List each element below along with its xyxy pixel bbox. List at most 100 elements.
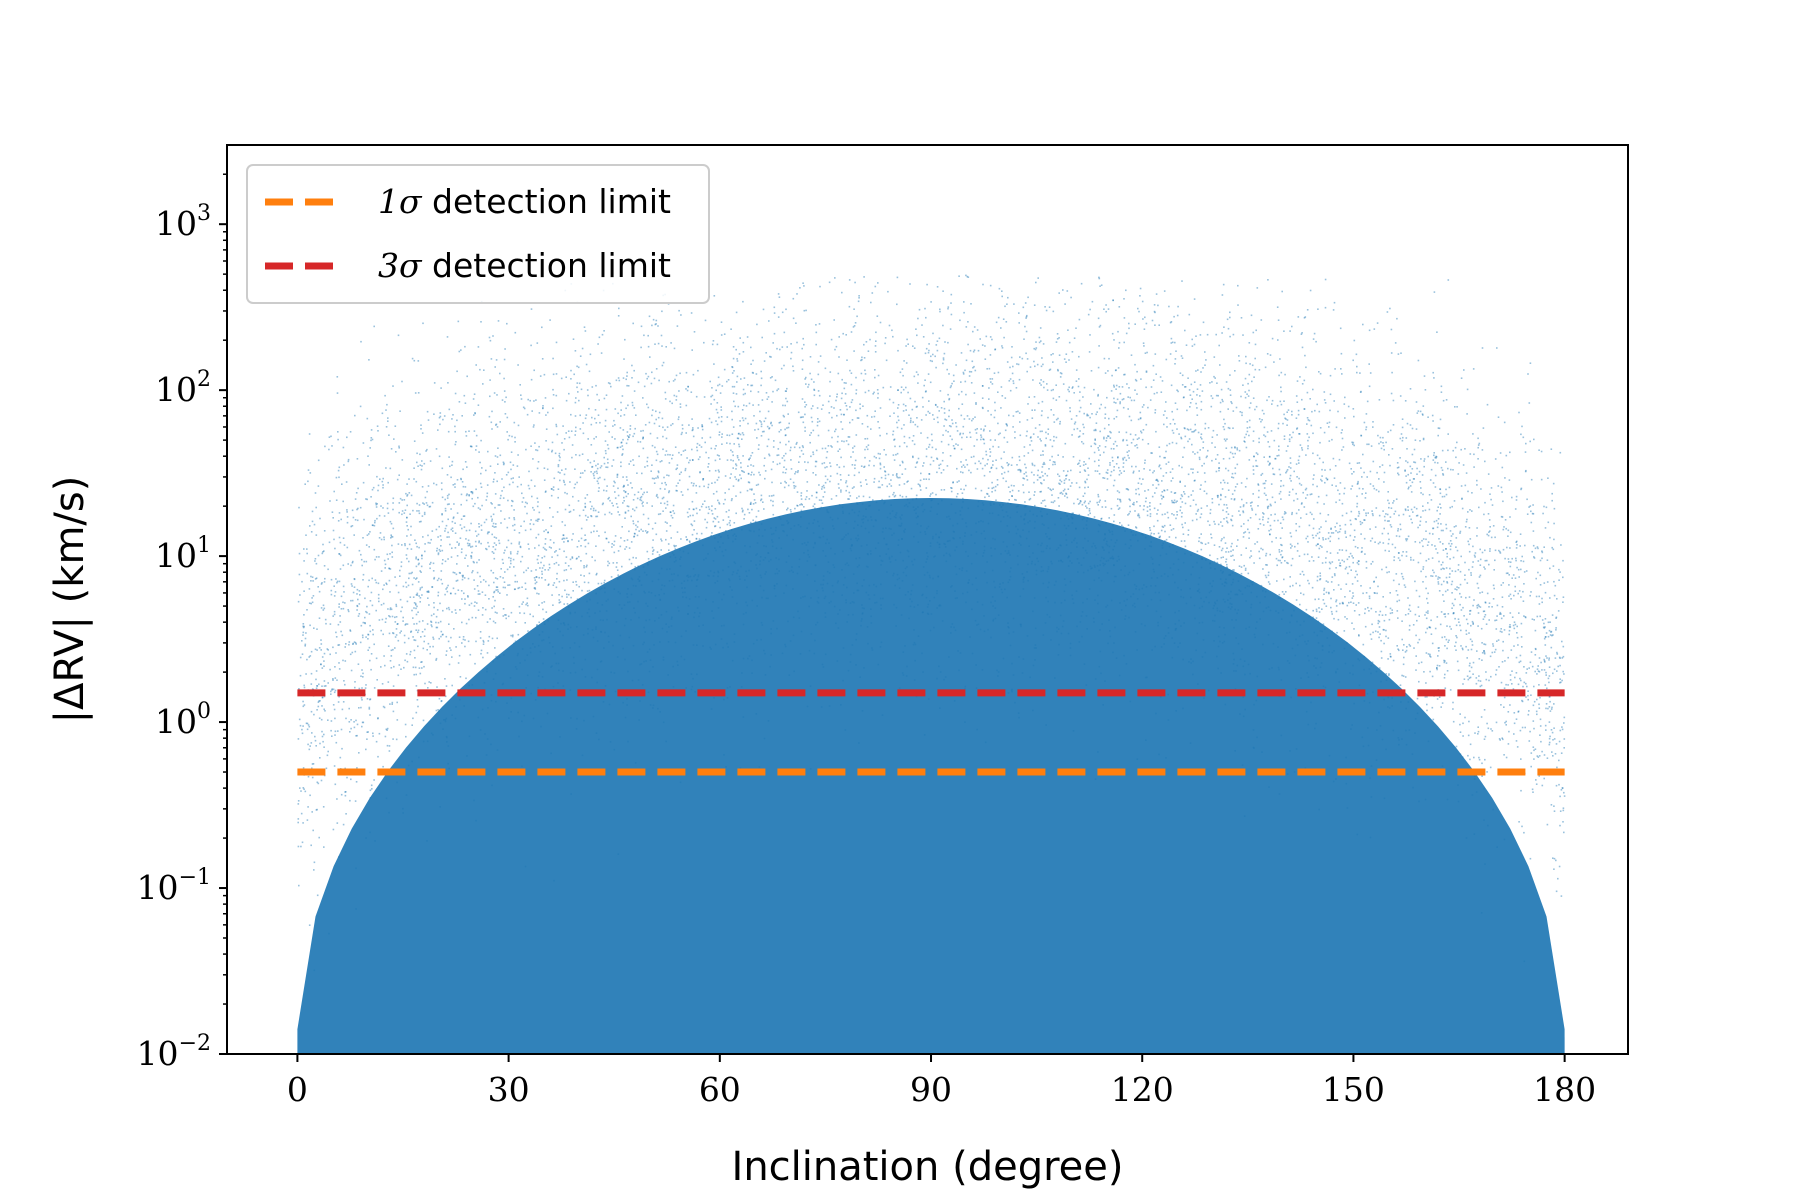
- scatter-point: [1223, 326, 1225, 328]
- scatter-point: [943, 400, 945, 403]
- scatter-point: [786, 508, 788, 511]
- scatter-point: [1520, 758, 1522, 760]
- scatter-point: [497, 463, 499, 465]
- scatter-point: [1087, 540, 1089, 542]
- scatter-point: [1200, 597, 1202, 600]
- scatter-point: [1427, 541, 1430, 543]
- scatter-point: [535, 569, 537, 571]
- scatter-point: [898, 524, 900, 527]
- scatter-point: [1099, 564, 1101, 566]
- scatter-point: [1249, 672, 1251, 675]
- scatter-point: [812, 505, 815, 508]
- scatter-point: [738, 443, 740, 446]
- scatter-point: [1509, 679, 1512, 681]
- scatter-point: [1427, 740, 1430, 743]
- scatter-point: [1328, 651, 1330, 653]
- scatter-point: [860, 624, 862, 627]
- scatter-point: [855, 392, 857, 395]
- scatter-point: [909, 421, 912, 424]
- scatter-point: [496, 612, 498, 614]
- scatter-point: [1095, 429, 1097, 432]
- scatter-point: [575, 580, 577, 583]
- scatter-point: [1267, 606, 1270, 608]
- scatter-point: [401, 513, 403, 516]
- scatter-point: [1034, 427, 1037, 429]
- scatter-point: [1135, 585, 1138, 588]
- scatter-point: [414, 602, 417, 605]
- scatter-point: [675, 399, 678, 401]
- scatter-point: [372, 524, 374, 527]
- scatter-point: [1167, 627, 1170, 629]
- scatter-point: [536, 625, 538, 627]
- scatter-point: [1561, 657, 1564, 659]
- scatter-point: [1560, 681, 1562, 684]
- scatter-point: [559, 472, 561, 474]
- scatter-point: [1296, 428, 1298, 430]
- scatter-point: [1437, 647, 1440, 649]
- scatter-point: [1034, 659, 1036, 661]
- scatter-point: [892, 335, 894, 338]
- scatter-point: [692, 514, 694, 517]
- scatter-point: [1188, 438, 1191, 440]
- scatter-point: [677, 574, 679, 577]
- scatter-point: [777, 316, 780, 318]
- scatter-point: [654, 620, 656, 622]
- scatter-point: [319, 700, 321, 702]
- scatter-point: [1071, 598, 1074, 600]
- scatter-point: [1196, 407, 1198, 409]
- scatter-point: [483, 682, 486, 684]
- scatter-point: [1011, 456, 1014, 459]
- scatter-point: [658, 617, 660, 619]
- scatter-point: [1218, 462, 1220, 464]
- scatter-point: [559, 456, 561, 459]
- scatter-point: [447, 762, 449, 765]
- scatter-point: [1037, 402, 1040, 405]
- scatter-point: [370, 496, 372, 498]
- scatter-point: [594, 612, 596, 614]
- scatter-point: [1278, 445, 1280, 448]
- scatter-point: [1300, 503, 1303, 505]
- scatter-point: [1136, 446, 1139, 449]
- scatter-point: [365, 748, 367, 751]
- scatter-point: [902, 410, 905, 412]
- scatter-point: [1216, 607, 1219, 610]
- scatter-point: [1063, 488, 1066, 491]
- scatter-point: [598, 336, 601, 339]
- scatter-point: [593, 471, 596, 473]
- scatter-point: [417, 705, 419, 708]
- scatter-point: [1243, 660, 1246, 662]
- scatter-point: [918, 308, 921, 311]
- scatter-point: [1024, 463, 1026, 466]
- scatter-point: [1056, 626, 1058, 629]
- scatter-point: [968, 579, 970, 581]
- scatter-point: [1266, 399, 1268, 402]
- scatter-point: [426, 590, 428, 593]
- scatter-point: [1476, 607, 1479, 609]
- scatter-point: [584, 497, 587, 499]
- scatter-point: [1306, 672, 1308, 674]
- scatter-point: [936, 607, 938, 609]
- scatter-point: [560, 622, 562, 625]
- scatter-point: [1447, 279, 1450, 281]
- scatter-point: [818, 420, 821, 423]
- scatter-point: [1387, 637, 1390, 639]
- scatter-point: [1375, 576, 1377, 579]
- scatter-point: [677, 606, 679, 609]
- scatter-point: [1230, 519, 1233, 522]
- scatter-point: [556, 433, 559, 436]
- scatter-point: [524, 505, 526, 508]
- scatter-point: [977, 505, 979, 508]
- scatter-point: [1415, 634, 1417, 637]
- scatter-point: [415, 613, 418, 616]
- scatter-point: [671, 457, 673, 460]
- scatter-point: [471, 545, 474, 548]
- scatter-point: [840, 538, 843, 541]
- scatter-point: [524, 622, 526, 624]
- scatter-point: [863, 465, 866, 468]
- scatter-point: [874, 285, 877, 288]
- scatter-point: [378, 619, 381, 621]
- scatter-point: [830, 406, 833, 408]
- scatter-point: [657, 578, 660, 581]
- scatter-point: [931, 360, 933, 363]
- scatter-point: [523, 612, 526, 615]
